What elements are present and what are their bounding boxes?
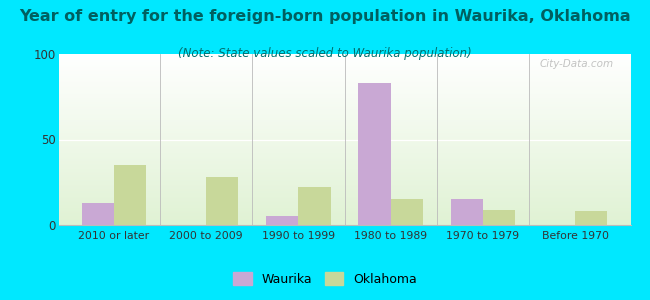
Bar <box>114 165 146 225</box>
Bar <box>450 199 483 225</box>
Bar <box>483 210 515 225</box>
Bar <box>266 217 298 225</box>
Text: Year of entry for the foreign-born population in Waurika, Oklahoma: Year of entry for the foreign-born popul… <box>20 9 630 24</box>
Text: City-Data.com: City-Data.com <box>540 59 614 69</box>
Bar <box>81 203 114 225</box>
Legend: Waurika, Oklahoma: Waurika, Oklahoma <box>227 267 422 291</box>
Bar <box>575 211 608 225</box>
Text: (Note: State values scaled to Waurika population): (Note: State values scaled to Waurika po… <box>178 46 472 59</box>
Bar <box>206 177 239 225</box>
Bar <box>298 188 331 225</box>
Bar <box>391 199 423 225</box>
Bar <box>358 83 391 225</box>
